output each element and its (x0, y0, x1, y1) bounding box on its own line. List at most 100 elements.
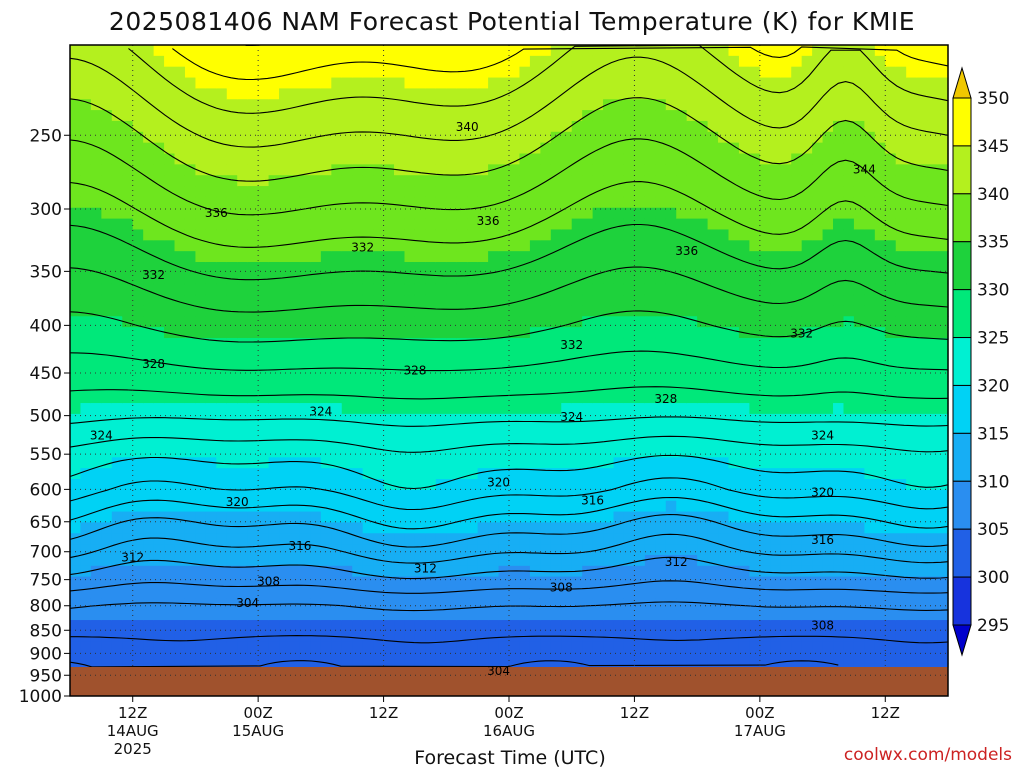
field-cell (718, 511, 730, 523)
field-cell (111, 424, 123, 437)
field-cell (132, 55, 144, 68)
field-cell (488, 272, 500, 285)
field-cell (676, 337, 688, 350)
field-cell (895, 479, 907, 491)
field-cell (906, 99, 918, 111)
field-cell (676, 544, 688, 556)
field-cell (665, 587, 677, 599)
field-cell (561, 392, 573, 404)
field-cell (352, 489, 364, 502)
field-cell (70, 359, 82, 372)
field-cell (676, 207, 688, 220)
field-cell (383, 142, 395, 155)
field-cell (906, 511, 918, 523)
field-cell (383, 196, 395, 209)
field-cell (362, 413, 374, 426)
field-cell (498, 544, 510, 556)
field-cell (310, 142, 322, 155)
field-cell (906, 576, 918, 589)
field-cell (404, 489, 416, 502)
field-cell (279, 533, 291, 545)
field-cell (205, 120, 217, 133)
field-cell (174, 45, 186, 57)
field-cell (603, 533, 615, 545)
field-cell (749, 327, 761, 339)
field-cell (414, 348, 426, 361)
field-cell (916, 240, 928, 252)
field-cell (561, 533, 573, 545)
field-cell (770, 479, 782, 491)
field-cell (143, 337, 155, 350)
field-cell (362, 370, 374, 382)
field-cell (435, 262, 447, 274)
field-cell (184, 207, 197, 220)
field-cell (603, 110, 615, 122)
field-cell (331, 251, 343, 263)
field-cell (132, 186, 144, 198)
field-cell (822, 479, 834, 491)
field-cell (582, 294, 594, 306)
field-cell (906, 153, 918, 165)
field-cell (111, 186, 123, 198)
field-cell (697, 511, 709, 523)
field-cell (299, 565, 311, 578)
field-cell (279, 576, 291, 589)
field-cell (498, 424, 510, 437)
field-cell (205, 283, 217, 296)
field-cell (561, 142, 573, 155)
field-cell (237, 55, 249, 68)
field-cell (634, 153, 646, 165)
field-cell (540, 500, 552, 513)
field-cell (341, 511, 353, 523)
field-cell (258, 45, 270, 57)
field-cell (414, 457, 426, 469)
field-cell (216, 424, 228, 437)
field-cell (592, 533, 604, 545)
field-cell (414, 186, 426, 198)
field-cell (665, 196, 677, 209)
field-cell (394, 641, 406, 654)
field-cell (885, 55, 897, 68)
field-cell (833, 131, 845, 144)
field-cell (561, 251, 573, 263)
field-cell (603, 251, 615, 263)
field-cell (362, 359, 374, 372)
field-cell (738, 240, 750, 252)
field-cell (299, 587, 311, 599)
field-cell (697, 251, 709, 263)
field-cell (603, 489, 615, 502)
field-cell (592, 142, 604, 155)
field-cell (247, 272, 259, 285)
field-cell (906, 240, 918, 252)
field-cell (623, 88, 636, 100)
field-cell (299, 88, 311, 100)
field-cell (90, 196, 102, 209)
field-cell (299, 272, 311, 285)
field-cell (592, 196, 604, 209)
field-cell (613, 196, 625, 209)
field-cell (655, 77, 667, 89)
field-cell (341, 620, 353, 632)
field-cell (70, 218, 82, 231)
field-cell (247, 620, 259, 632)
field-cell (80, 359, 92, 372)
field-cell (623, 446, 636, 458)
field-cell (906, 316, 918, 328)
field-cell (80, 511, 92, 523)
field-cell (916, 45, 928, 57)
field-cell (289, 479, 301, 491)
field-cell (404, 142, 416, 155)
field-cell (833, 175, 845, 187)
field-cell (383, 609, 395, 621)
field-cell (331, 652, 343, 665)
field-cell (603, 45, 615, 57)
field-cell (550, 327, 562, 339)
field-cell (759, 240, 771, 252)
field-cell (111, 283, 123, 296)
field-cell (634, 348, 646, 361)
field-cell (143, 522, 155, 534)
field-cell (927, 77, 939, 89)
field-cell (268, 424, 280, 437)
field-cell (843, 576, 855, 589)
field-cell (184, 186, 197, 198)
